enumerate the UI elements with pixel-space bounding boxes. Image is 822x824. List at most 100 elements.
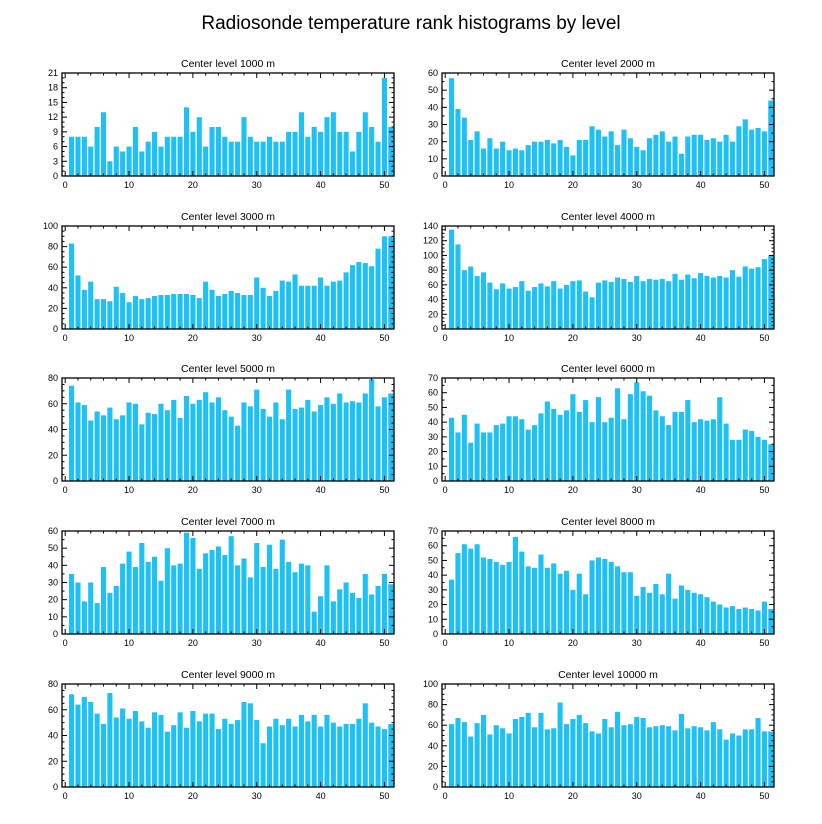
histogram-bar [228, 290, 234, 329]
histogram-bar [183, 532, 190, 634]
histogram-bar [337, 726, 343, 787]
histogram-bar [241, 702, 247, 787]
histogram-bar [704, 420, 710, 481]
histogram-bar [710, 722, 716, 787]
histogram-bar [266, 416, 273, 482]
histogram-bar [576, 573, 582, 634]
histogram-bar [532, 567, 538, 634]
histogram-bar [493, 425, 499, 481]
histogram-bar [500, 141, 506, 176]
histogram-bar [602, 280, 608, 329]
histogram-bar [512, 719, 518, 787]
histogram-bar [691, 592, 697, 634]
histogram-bar [228, 141, 234, 176]
histogram-bar [512, 287, 518, 329]
histogram-bar [563, 284, 570, 329]
histogram-bar [349, 723, 356, 787]
y-tick-label: 3 [53, 156, 58, 166]
histogram-bar [177, 417, 183, 481]
histogram-bar [672, 136, 678, 176]
histogram-bar [158, 580, 164, 634]
histogram-bar [330, 281, 336, 329]
histogram-bar [152, 131, 158, 176]
y-tick-label: 0 [433, 324, 438, 334]
histogram-bar [107, 592, 113, 634]
histogram-bar [768, 100, 774, 176]
y-tick-label: 40 [48, 731, 58, 741]
histogram-bar [145, 412, 151, 481]
y-tick-label: 40 [48, 283, 58, 293]
y-tick-label: 60 [428, 280, 438, 290]
histogram-bar [203, 553, 209, 634]
histogram-bar [583, 594, 589, 634]
histogram-bar [254, 141, 260, 176]
histogram-bar [563, 570, 570, 634]
histogram-bar [292, 408, 298, 481]
histogram-bar [81, 136, 87, 176]
y-tick-label: 0 [433, 476, 438, 486]
histogram-bar [145, 561, 151, 634]
histogram-bar [381, 397, 387, 481]
x-tick-label: 10 [124, 180, 134, 190]
histogram-bar [666, 573, 672, 634]
histogram-bar [506, 150, 512, 176]
histogram-bar [362, 573, 368, 634]
x-tick-label: 50 [759, 485, 769, 495]
histogram-bar [627, 572, 633, 634]
x-tick-label: 20 [568, 638, 578, 648]
histogram-bar [487, 558, 493, 634]
x-tick-label: 50 [379, 638, 389, 648]
y-tick-label: 30 [428, 120, 438, 130]
histogram-bar [717, 141, 723, 176]
histogram-bar [749, 268, 755, 329]
histogram-bar [749, 608, 755, 634]
x-tick-label: 10 [124, 638, 134, 648]
x-tick-label: 0 [63, 791, 68, 801]
x-tick-label: 50 [379, 180, 389, 190]
histogram-bar [570, 155, 576, 176]
histogram-bar [755, 127, 761, 176]
histogram-bar [723, 607, 729, 634]
histogram-bar [640, 717, 646, 787]
histogram-bar [273, 718, 279, 787]
histogram-bar [375, 248, 381, 329]
x-tick-label: 20 [568, 333, 578, 343]
histogram-bar [324, 714, 330, 787]
histogram-bar [538, 712, 544, 787]
histogram-bar [468, 442, 474, 481]
histogram-bar [717, 397, 723, 481]
y-tick-label: 18 [48, 83, 58, 93]
rank-histogram-panel: Center level 10000 m 0 10 20 30 40 50 0 20 40 60 80… [423, 669, 775, 801]
y-tick-label: 60 [48, 262, 58, 272]
x-tick-label: 40 [696, 791, 706, 801]
x-tick-label: 20 [568, 791, 578, 801]
histogram-bar [653, 279, 659, 329]
histogram-bar [685, 589, 691, 634]
histogram-bar [666, 425, 672, 481]
histogram-bar [69, 385, 75, 481]
y-tick-label: 80 [48, 242, 58, 252]
histogram-bar [273, 141, 279, 176]
histogram-bar [343, 402, 349, 481]
histogram-bar [286, 718, 292, 787]
histogram-bar [311, 126, 317, 176]
y-tick-label: 20 [428, 137, 438, 147]
panel-title: Center level 1000 m [181, 58, 275, 70]
histogram-bar [653, 134, 659, 176]
histogram-bar [369, 594, 375, 634]
histogram-bar [493, 289, 499, 329]
histogram-bar [113, 146, 119, 176]
histogram-bar [113, 585, 119, 634]
histogram-bar [468, 548, 474, 634]
rank-histogram-panel: Center level 9000 m 0 10 20 30 40 50 0 20 40 60 80 [48, 669, 395, 801]
histogram-bar [678, 279, 684, 329]
histogram-bar [621, 572, 627, 634]
histogram-bar [139, 151, 145, 176]
histogram-bar [768, 444, 774, 481]
histogram-bar [113, 717, 119, 787]
histogram-bar [337, 280, 343, 329]
histogram-bar [215, 546, 221, 634]
histogram-bar [126, 718, 132, 787]
histogram-bar [704, 597, 710, 634]
panel-title: Center level 6000 m [561, 363, 655, 375]
